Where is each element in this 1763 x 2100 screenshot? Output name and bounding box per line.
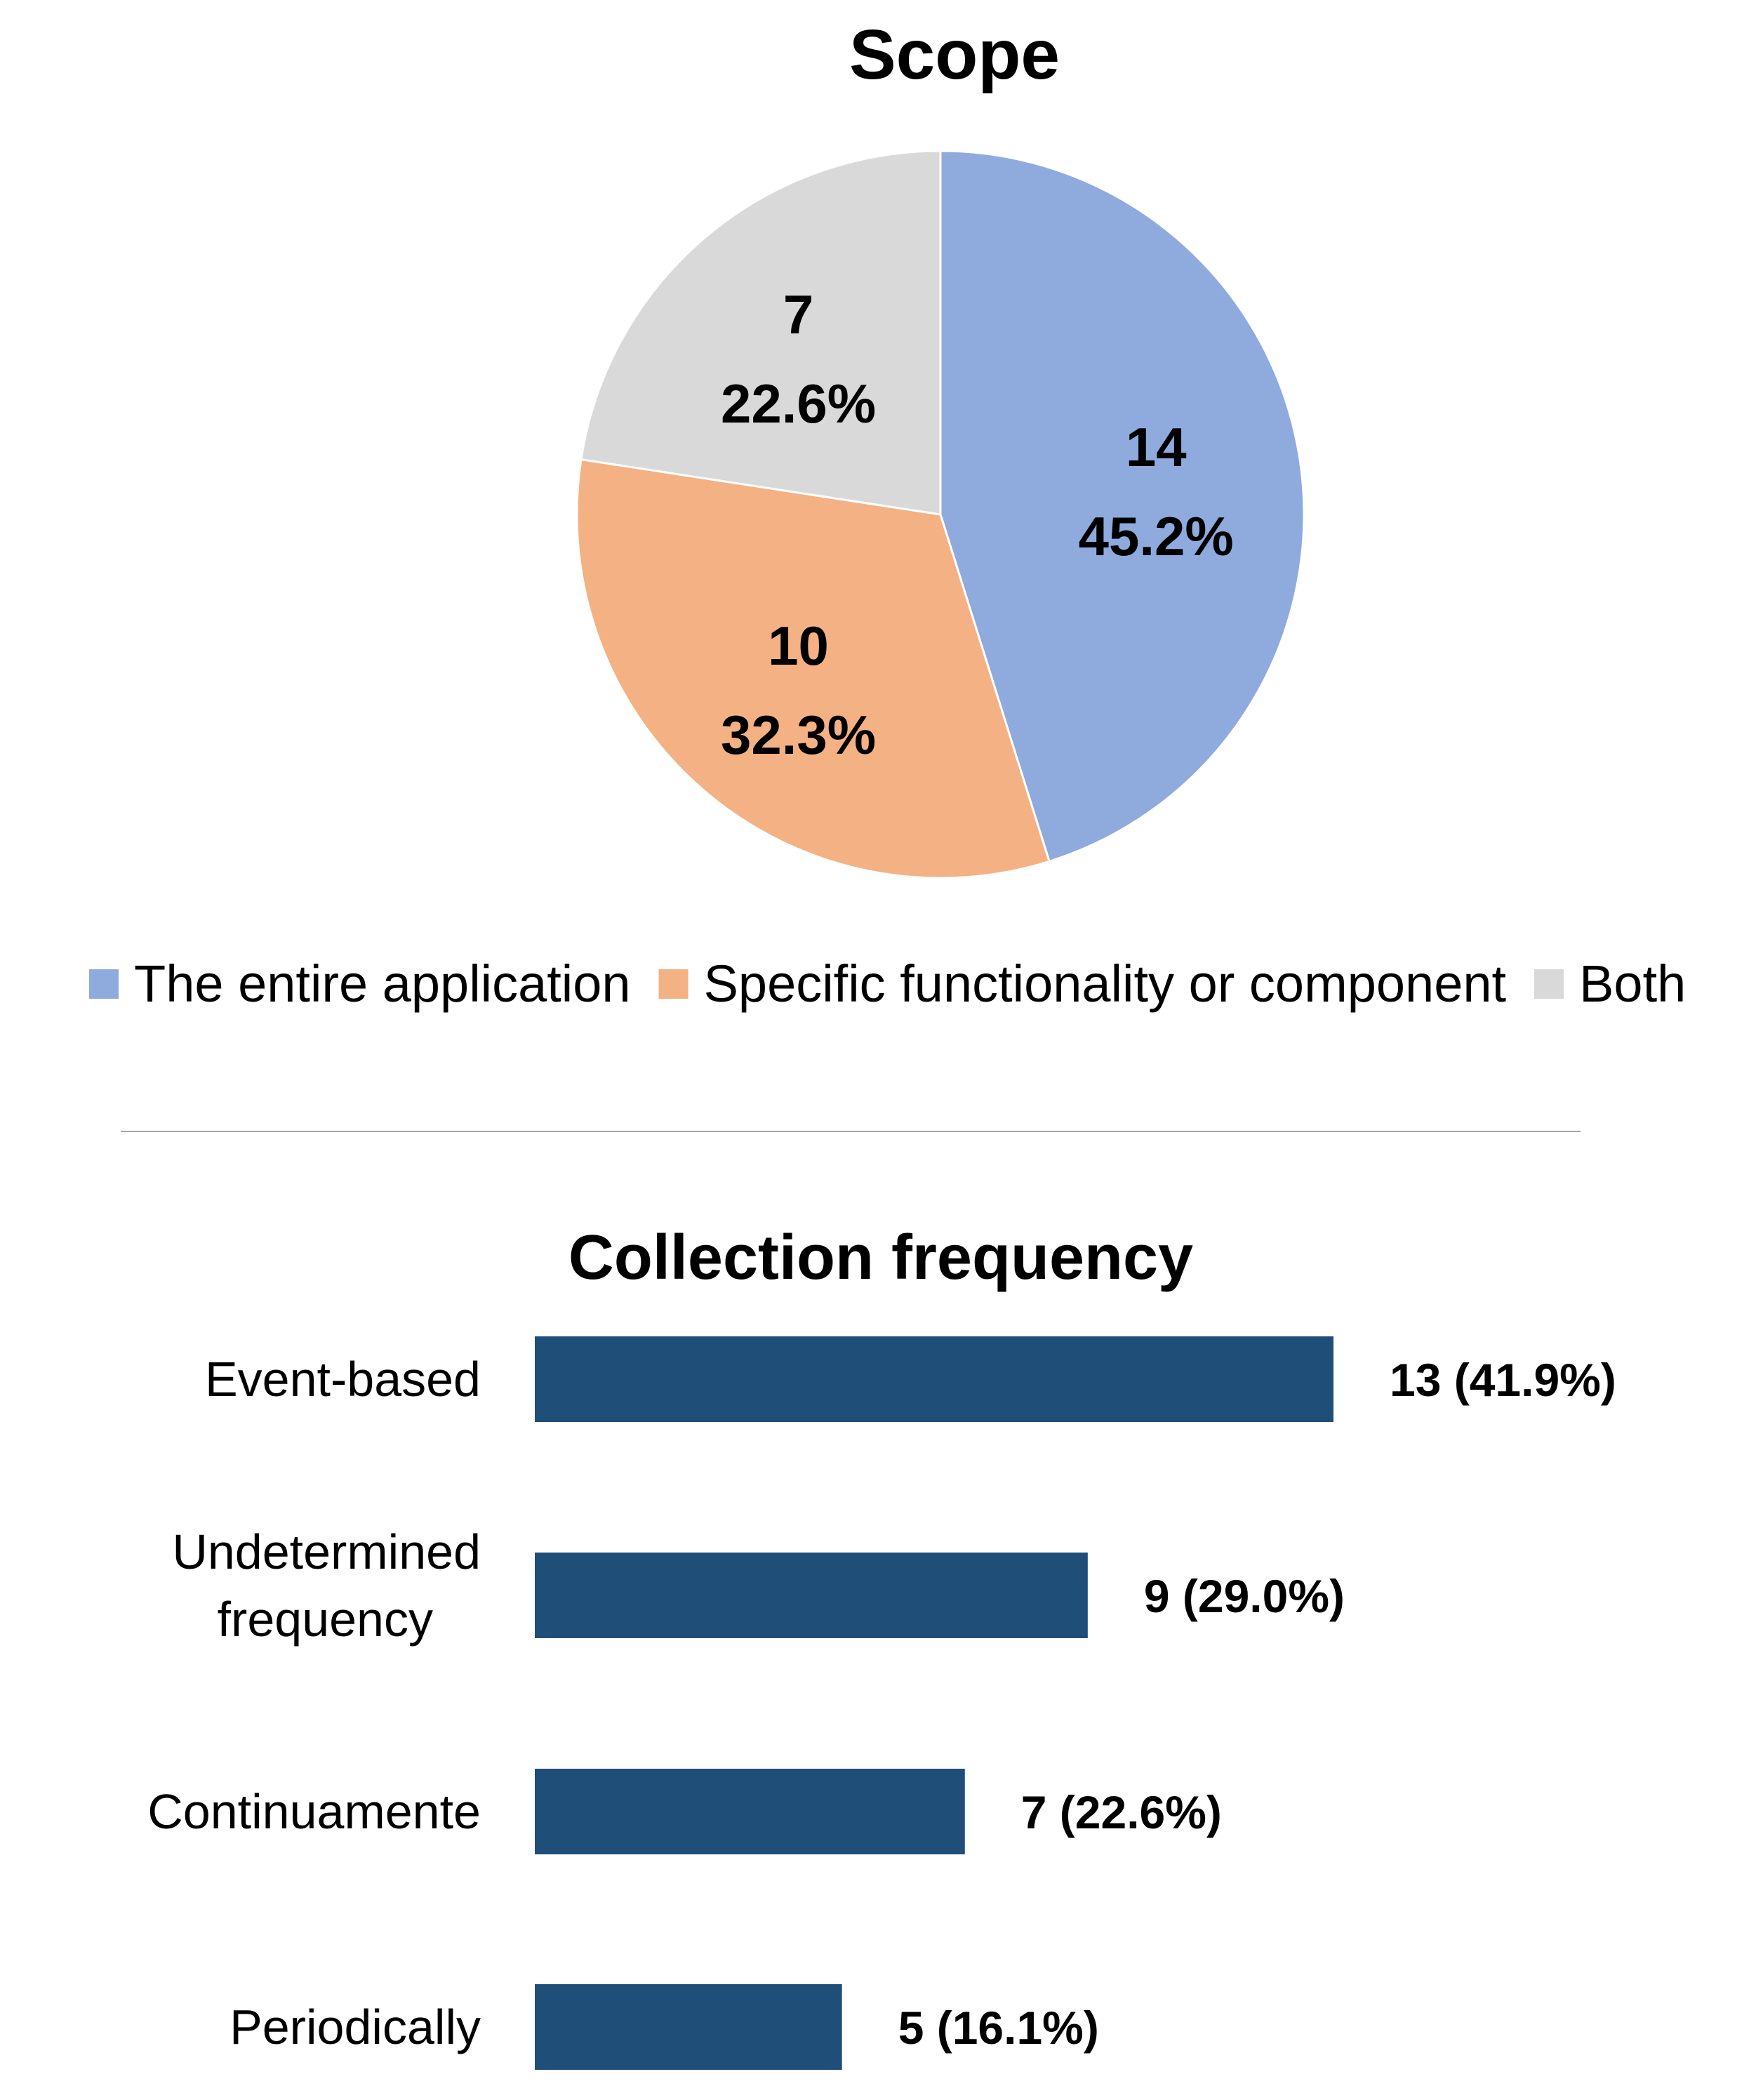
bar-2 (535, 1769, 965, 1854)
bar-category-labels: Event-based Undetermined frequency Continua… (147, 1352, 481, 2054)
bar-data-label-2: 7 (22.6%) (1021, 1786, 1222, 1838)
pie-slice-value-label: 10 (768, 615, 829, 677)
pie-legend: The entire application Specific functiona… (89, 955, 1686, 1013)
legend-label-2: Both (1579, 955, 1686, 1013)
pie-slice-percent-label: 45.2% (1079, 505, 1234, 567)
category-label-1: Undetermined frequency (172, 1524, 481, 1647)
bar-1 (535, 1553, 1088, 1638)
category-label-2: Continuamente (147, 1784, 481, 1839)
pie-slice-0 (939, 149, 1305, 863)
legend-label-1: Specific functionality or component (704, 955, 1507, 1013)
category-label-3: Periodically (229, 2000, 481, 2054)
bar-data-label-3: 5 (16.1%) (898, 2002, 1099, 2054)
bar-chart: Collection frequency Event-based Undeterm… (147, 1223, 1616, 2070)
pie-chart-title: Scope (849, 15, 1060, 94)
bar-data-label-1: 9 (29.0%) (1144, 1570, 1345, 1622)
bar-data-labels: 13 (41.9%) 9 (29.0%) 7 (22.6%) 5 (16.1%) (898, 1354, 1616, 2054)
bar-3 (535, 1984, 842, 2070)
legend-swatch-1 (658, 969, 688, 999)
bars (535, 1336, 1333, 2070)
legend-label-0: The entire application (134, 955, 631, 1013)
pie-slice-1 (576, 458, 1051, 879)
pie-slices (576, 149, 1305, 879)
legend-swatch-2 (1534, 969, 1564, 999)
pie-slice-percent-label: 22.6% (721, 373, 876, 434)
bar-chart-title: Collection frequency (568, 1223, 1193, 1293)
bar-data-label-0: 13 (41.9%) (1390, 1354, 1616, 1406)
legend-swatch-0 (89, 969, 119, 999)
pie-slice-2 (580, 149, 942, 516)
pie-slice-value-label: 7 (783, 284, 813, 345)
pie-slice-percent-label: 32.3% (721, 704, 876, 766)
bar-0 (535, 1336, 1333, 1422)
pie-chart: Scope 14 45.2% 10 32.3% 7 22.6% The entire ap… (89, 15, 1686, 1013)
pie-slice-value-label: 14 (1126, 416, 1187, 478)
category-label-0: Event-based (205, 1352, 481, 1407)
pie-data-labels: 14 45.2% 10 32.3% 7 22.6% (721, 284, 1234, 766)
